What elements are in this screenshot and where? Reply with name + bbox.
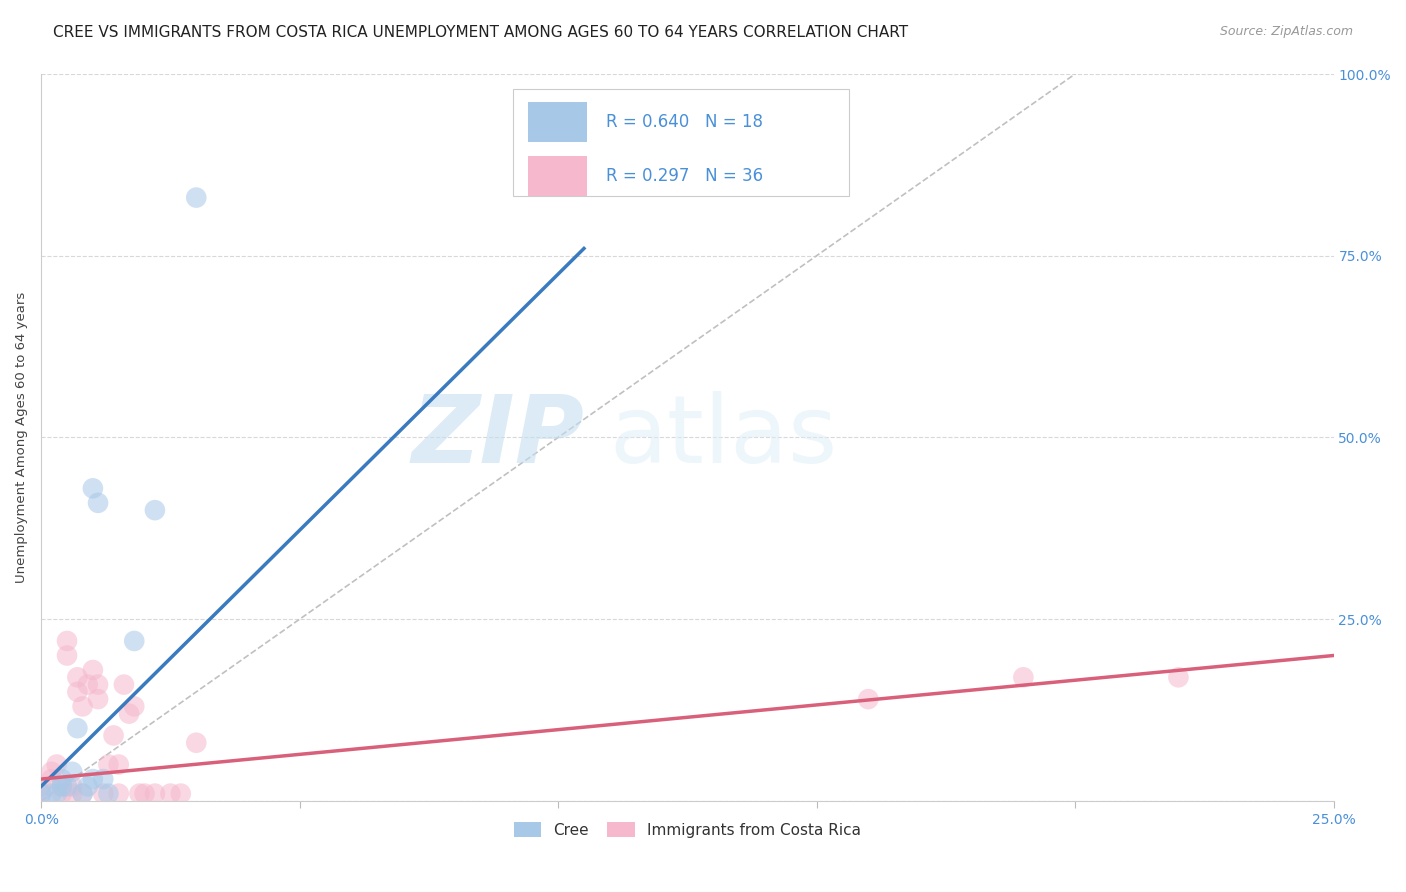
Point [107,787,129,801]
Point [91,787,114,801]
Point [134,787,156,801]
Point [41,787,63,801]
Text: Source: ZipAtlas.com: Source: ZipAtlas.com [1219,25,1353,38]
Point [186,191,208,205]
Point [118,706,141,721]
Point [87,677,110,691]
Point [51,780,73,794]
Point [82,663,104,677]
Point [45,787,67,801]
FancyBboxPatch shape [513,88,849,196]
Text: ZIP: ZIP [411,392,583,483]
Point [56,634,79,648]
Point [1167,670,1189,684]
Point [143,787,166,801]
Point [60,764,83,779]
Point [56,648,79,663]
Point [1012,670,1035,684]
Point [87,692,110,706]
Point [82,481,104,495]
Point [51,787,73,801]
Point [51,780,73,794]
Text: atlas: atlas [610,392,838,483]
Point [72,787,94,801]
Point [76,677,98,691]
Point [30,787,52,801]
Point [186,736,208,750]
Point [87,496,110,510]
Point [66,685,89,699]
Point [159,787,181,801]
Y-axis label: Unemployment Among Ages 60 to 64 years: Unemployment Among Ages 60 to 64 years [15,292,28,583]
FancyBboxPatch shape [529,102,586,142]
Legend: Cree, Immigrants from Costa Rica: Cree, Immigrants from Costa Rica [508,816,868,844]
FancyBboxPatch shape [529,156,586,196]
Point [91,772,114,786]
Point [76,780,98,794]
Point [72,787,94,801]
Point [122,634,145,648]
Text: R = 0.297   N = 36: R = 0.297 N = 36 [606,167,763,186]
Point [66,721,89,735]
Point [60,787,83,801]
Point [143,503,166,517]
Point [56,780,79,794]
Point [858,692,880,706]
Point [60,780,83,794]
Point [103,729,125,743]
Point [41,772,63,786]
Point [51,772,73,786]
Point [30,780,52,794]
Point [41,764,63,779]
Point [45,757,67,772]
Point [170,787,193,801]
Point [82,772,104,786]
Point [122,699,145,714]
Point [97,787,120,801]
Point [112,677,135,691]
Point [30,787,52,801]
Point [97,757,120,772]
Point [128,787,150,801]
Point [66,670,89,684]
Text: R = 0.640   N = 18: R = 0.640 N = 18 [606,112,763,130]
Text: CREE VS IMMIGRANTS FROM COSTA RICA UNEMPLOYMENT AMONG AGES 60 TO 64 YEARS CORREL: CREE VS IMMIGRANTS FROM COSTA RICA UNEMP… [53,25,908,40]
Point [107,757,129,772]
Point [72,699,94,714]
